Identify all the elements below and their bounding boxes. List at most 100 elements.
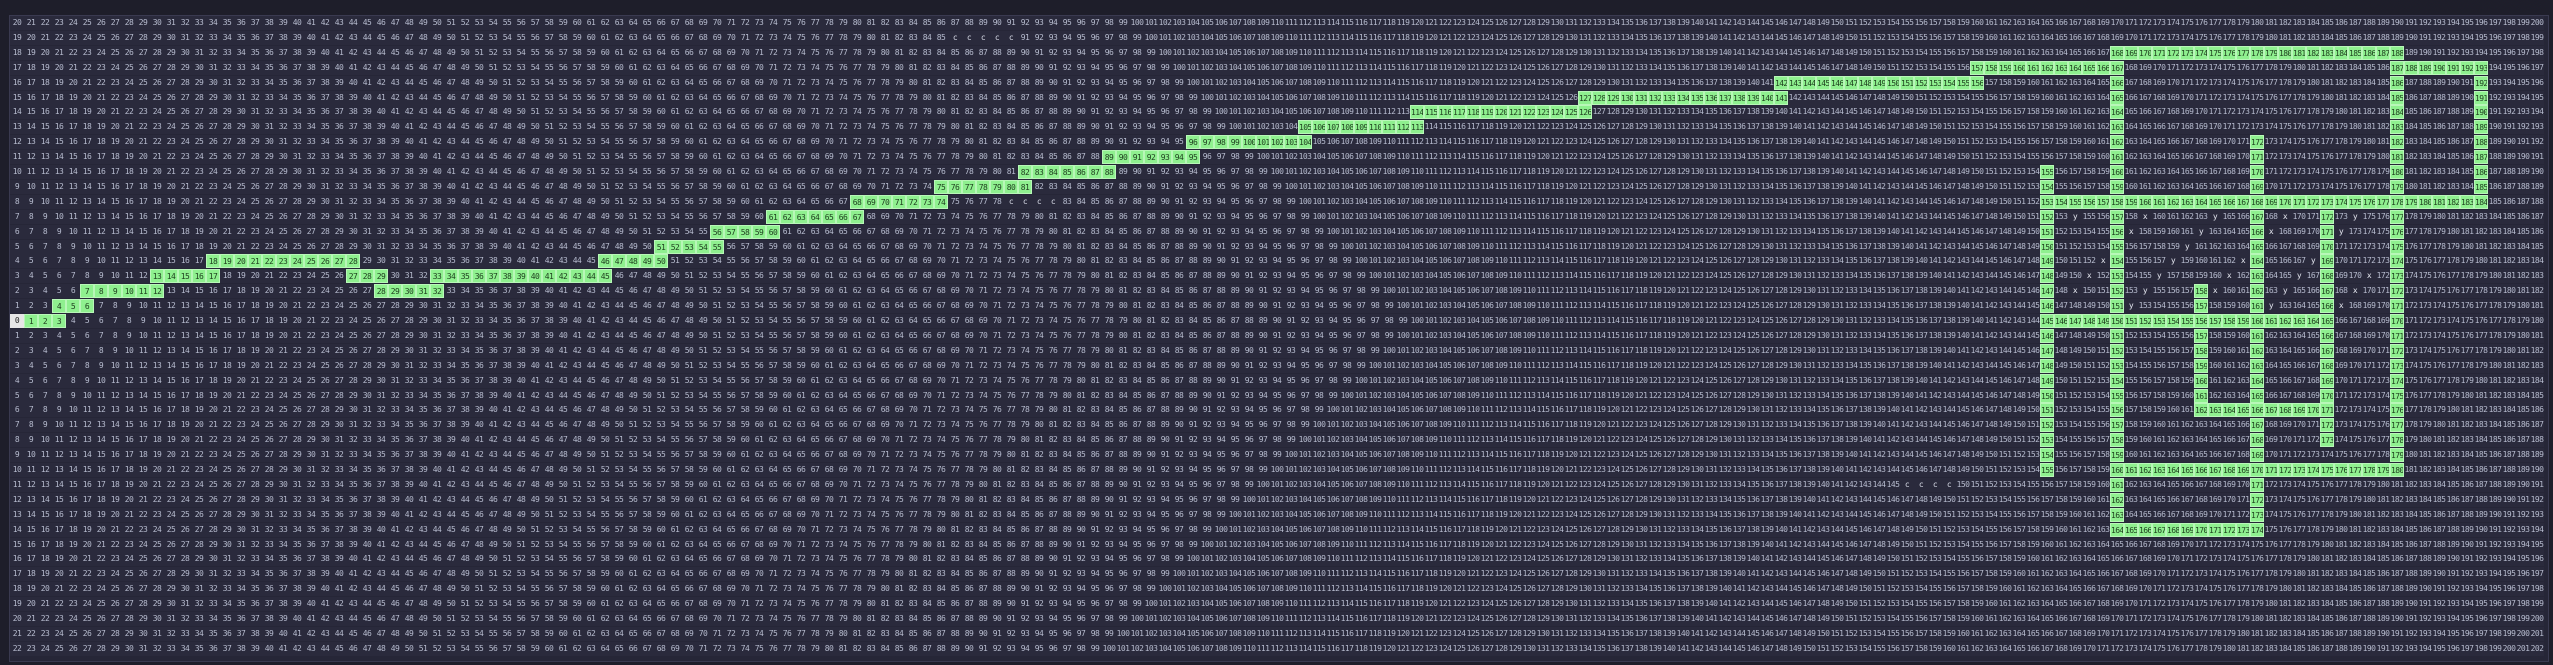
grid-cell[interactable]: 63: [738, 150, 752, 164]
grid-cell[interactable]: 64: [864, 359, 878, 373]
grid-cell[interactable]: 45: [584, 254, 598, 268]
grid-cell[interactable]: 176: [2194, 16, 2208, 30]
grid-cell[interactable]: 163: [2152, 165, 2166, 179]
grid-cell[interactable]: 83: [976, 105, 990, 119]
grid-cell[interactable]: 97: [1270, 418, 1284, 432]
grid-cell[interactable]: 166: [2236, 210, 2250, 224]
grid-cell[interactable]: 60: [598, 46, 612, 60]
grid-cell[interactable]: 46: [472, 120, 486, 134]
grid-cell[interactable]: 176: [2208, 31, 2222, 45]
grid-cell[interactable]: 61: [794, 389, 808, 403]
grid-cell[interactable]: 116: [1368, 31, 1382, 45]
grid-cell[interactable]: 44: [346, 16, 360, 30]
grid-cell[interactable]: 23: [234, 418, 248, 432]
path-cell[interactable]: 164: [2250, 254, 2264, 268]
path-cell[interactable]: 169: [2250, 180, 2264, 194]
grid-cell[interactable]: 49: [584, 195, 598, 209]
grid-cell[interactable]: 65: [906, 329, 920, 343]
grid-cell[interactable]: 94: [1312, 329, 1326, 343]
grid-cell[interactable]: 114: [1564, 269, 1578, 283]
grid-cell[interactable]: 110: [1494, 374, 1508, 388]
grid-cell[interactable]: 40: [556, 329, 570, 343]
grid-cell[interactable]: 17: [178, 389, 192, 403]
grid-cell[interactable]: 178: [2474, 284, 2488, 298]
grid-cell[interactable]: 169: [2348, 344, 2362, 358]
grid-cell[interactable]: 24: [346, 314, 360, 328]
grid-cell[interactable]: 125: [1634, 180, 1648, 194]
grid-cell[interactable]: 134: [1648, 61, 1662, 75]
path-cell[interactable]: 62: [780, 210, 794, 224]
grid-cell[interactable]: 20: [178, 195, 192, 209]
grid-cell[interactable]: 57: [570, 61, 584, 75]
grid-cell[interactable]: 183: [2502, 389, 2516, 403]
grid-cell[interactable]: 130: [1690, 165, 1704, 179]
grid-cell[interactable]: 175: [2432, 344, 2446, 358]
grid-cell[interactable]: 34: [486, 314, 500, 328]
grid-cell[interactable]: 46: [486, 135, 500, 149]
grid-cell[interactable]: 144: [1816, 91, 1830, 105]
grid-cell[interactable]: 160: [2236, 329, 2250, 343]
grid-cell[interactable]: 9: [108, 344, 122, 358]
grid-cell[interactable]: 140: [1942, 284, 1956, 298]
grid-cell[interactable]: 129: [1802, 299, 1816, 313]
grid-cell[interactable]: 102: [1410, 344, 1424, 358]
grid-cell[interactable]: 121: [1662, 269, 1676, 283]
grid-cell[interactable]: 109: [1494, 269, 1508, 283]
grid-cell[interactable]: 89: [1172, 403, 1186, 417]
grid-cell[interactable]: 56: [724, 240, 738, 254]
grid-cell[interactable]: 23: [304, 284, 318, 298]
grid-cell[interactable]: 17: [178, 240, 192, 254]
grid-cell[interactable]: 28: [248, 150, 262, 164]
grid-cell[interactable]: 183: [2516, 374, 2530, 388]
grid-cell[interactable]: 11: [52, 195, 66, 209]
grid-cell[interactable]: 17: [136, 195, 150, 209]
grid-cell[interactable]: 64: [654, 46, 668, 60]
grid-cell[interactable]: 136: [1746, 135, 1760, 149]
grid-cell[interactable]: 187: [2530, 210, 2544, 224]
grid-cell[interactable]: 154: [1998, 135, 2012, 149]
grid-cell[interactable]: 177: [2418, 389, 2432, 403]
path-cell[interactable]: 165: [2250, 240, 2264, 254]
grid-cell[interactable]: 16: [38, 105, 52, 119]
grid-cell[interactable]: 102: [1312, 180, 1326, 194]
grid-cell[interactable]: 52: [542, 105, 556, 119]
grid-cell[interactable]: 127: [1564, 76, 1578, 90]
grid-cell[interactable]: 186: [2502, 195, 2516, 209]
path-cell[interactable]: 138: [1732, 91, 1746, 105]
grid-cell[interactable]: 152: [1984, 150, 1998, 164]
grid-cell[interactable]: 14: [10, 105, 24, 119]
grid-cell[interactable]: 91: [1004, 16, 1018, 30]
grid-cell[interactable]: 167: [2208, 165, 2222, 179]
path-cell[interactable]: 153: [2040, 195, 2054, 209]
grid-cell[interactable]: 36: [444, 240, 458, 254]
grid-cell[interactable]: 66: [920, 329, 934, 343]
grid-cell[interactable]: 191: [2502, 120, 2516, 134]
grid-cell[interactable]: 138: [1886, 374, 1900, 388]
grid-cell[interactable]: 107: [1284, 76, 1298, 90]
grid-cell[interactable]: 6: [66, 284, 80, 298]
grid-cell[interactable]: 8: [80, 359, 94, 373]
grid-cell[interactable]: 176: [2334, 165, 2348, 179]
grid-cell[interactable]: 81: [1102, 269, 1116, 283]
grid-cell[interactable]: 22: [304, 299, 318, 313]
grid-cell[interactable]: 113: [1550, 269, 1564, 283]
path-cell[interactable]: 147: [2040, 284, 2054, 298]
grid-cell[interactable]: 27: [220, 135, 234, 149]
grid-cell[interactable]: 29: [346, 240, 360, 254]
grid-cell[interactable]: 20: [80, 91, 94, 105]
grid-cell[interactable]: 132: [1844, 299, 1858, 313]
path-cell[interactable]: 20: [234, 254, 248, 268]
path-cell[interactable]: 154: [2110, 374, 2124, 388]
path-cell[interactable]: 149: [2040, 254, 2054, 268]
grid-cell[interactable]: 165: [2138, 120, 2152, 134]
grid-cell[interactable]: 138: [1872, 240, 1886, 254]
grid-cell[interactable]: 13: [94, 210, 108, 224]
grid-cell[interactable]: 122: [1676, 269, 1690, 283]
grid-cell[interactable]: 67: [920, 344, 934, 358]
grid-cell[interactable]: 74: [836, 91, 850, 105]
grid-cell[interactable]: 146: [1858, 105, 1872, 119]
grid-cell[interactable]: 166: [2306, 344, 2320, 358]
grid-cell[interactable]: 109: [1452, 403, 1466, 417]
grid-cell[interactable]: 115: [1354, 31, 1368, 45]
grid-cell[interactable]: 166: [2166, 135, 2180, 149]
